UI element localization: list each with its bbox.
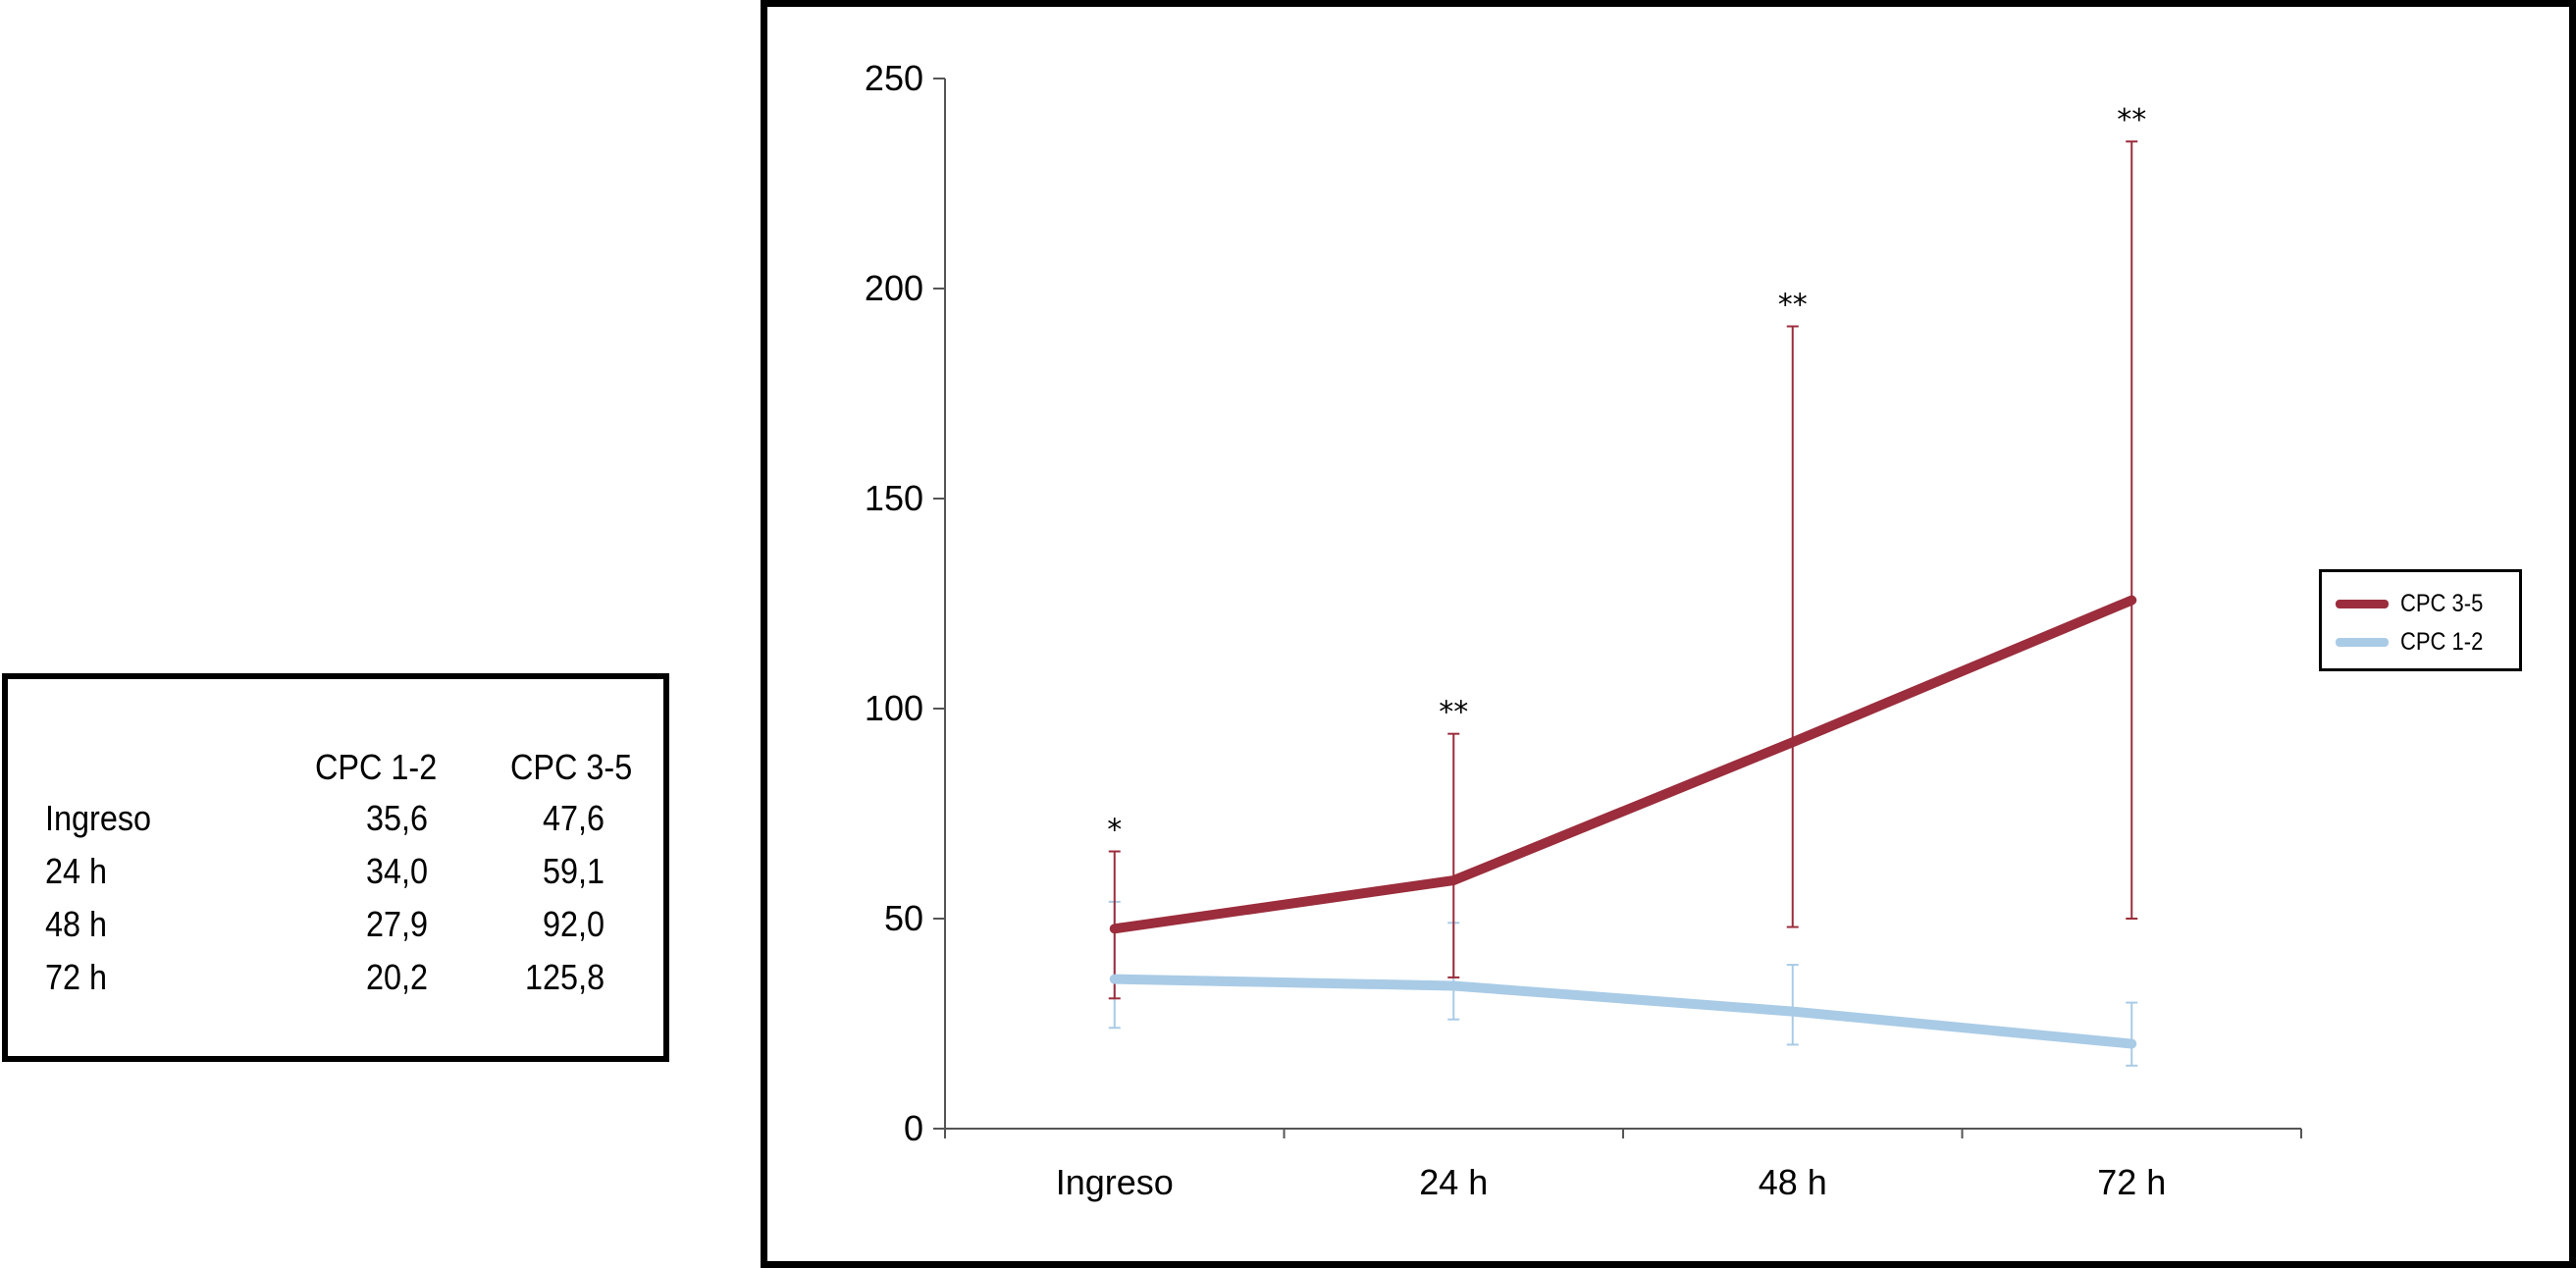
y-tick-label: 100 (865, 688, 923, 728)
table-cell-cpc12: 35,6 (365, 798, 428, 838)
x-tick-label: 48 h (1759, 1162, 1827, 1202)
table-cell-cpc35: 59,1 (542, 851, 605, 891)
legend-swatch-cpc35 (2336, 599, 2389, 608)
series-cpc35-line (1109, 595, 2137, 934)
x-tick-label: 72 h (2097, 1162, 2166, 1202)
chart-legend: CPC 3-5 CPC 1-2 (2319, 569, 2522, 671)
y-tick-label: 50 (884, 898, 923, 938)
table-row-label: 24 h (45, 851, 108, 891)
table-cell-cpc35: 92,0 (542, 904, 605, 944)
significance-marker: ** (1439, 696, 1468, 730)
data-table: CPC 1-2 CPC 3-5 Ingreso 35,6 47,6 24 h 3… (2, 673, 669, 1062)
table-header-cpc12: CPC 1-2 (315, 747, 438, 787)
table-cell-cpc35: 47,6 (542, 798, 605, 838)
table-header-cpc35: CPC 3-5 (510, 747, 633, 787)
y-tick-label: 150 (865, 478, 923, 518)
legend-item-cpc12: CPC 1-2 (2336, 627, 2495, 657)
table-row-label: 48 h (45, 904, 108, 944)
y-tick-label: 0 (904, 1108, 923, 1148)
table-row-label: 72 h (45, 957, 108, 997)
series-cpc12-line (1109, 974, 2137, 1049)
x-tick-label: 24 h (1419, 1162, 1488, 1202)
chart-frame (761, 0, 2576, 1268)
legend-item-cpc35: CPC 3-5 (2336, 589, 2495, 618)
table-cell-cpc12: 27,9 (365, 904, 428, 944)
legend-swatch-cpc12 (2336, 637, 2389, 647)
table-cell-cpc35: 125,8 (524, 957, 605, 997)
legend-label: CPC 1-2 (2400, 627, 2484, 656)
legend-label: CPC 3-5 (2400, 589, 2484, 617)
significance-marker: ** (1778, 289, 1808, 323)
y-tick-label: 250 (865, 58, 923, 98)
y-tick-label: 200 (865, 268, 923, 308)
table-row-label: Ingreso (45, 798, 152, 838)
significance-marker: * (1107, 814, 1122, 848)
significance-marker: ** (2117, 103, 2146, 137)
x-tick-label: Ingreso (1056, 1162, 1174, 1202)
table-cell-cpc12: 20,2 (365, 957, 428, 997)
table-cell-cpc12: 34,0 (365, 851, 428, 891)
